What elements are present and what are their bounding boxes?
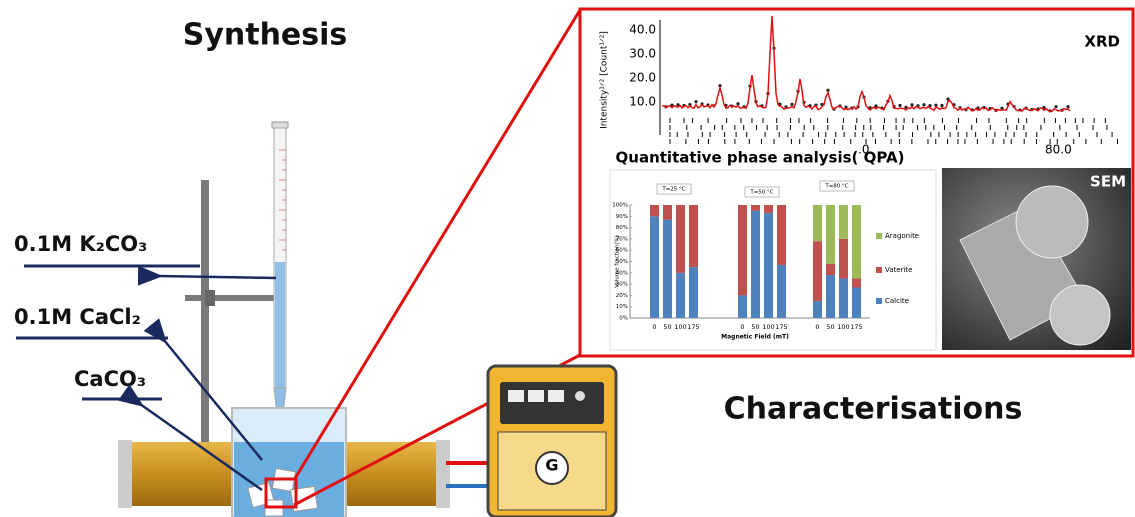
x-tick-label: 175	[850, 323, 862, 331]
xrd-point	[1054, 105, 1057, 108]
y-tick-label: 20%	[616, 293, 628, 299]
xrd-y-label: Intensity¹ᐟ² [Count¹ᐟ²]	[600, 31, 610, 129]
sem-label: SEM	[1090, 173, 1126, 191]
group-label: T=25 °C	[661, 187, 685, 193]
bar-segment	[852, 205, 861, 278]
bar-segment	[738, 205, 747, 295]
y-tick-label: 90%	[616, 214, 628, 220]
group-label: T=80 °C	[824, 184, 848, 190]
x-tick-label: 50	[751, 323, 759, 331]
y-tick-label: 80%	[616, 225, 628, 231]
bar-segment	[663, 220, 672, 318]
x-tick-label: 50	[663, 323, 671, 331]
coil-cap	[436, 440, 450, 508]
xrd-x-tick-label: 80.0	[1045, 143, 1072, 157]
coil-cap	[118, 440, 132, 508]
y-tick-label: 100%	[612, 203, 628, 209]
legend-label: Vaterite	[885, 266, 912, 274]
bar-segment	[650, 216, 659, 318]
xrd-point	[1066, 105, 1069, 108]
qpa-title: Quantitative phase analysis( QPA)	[616, 149, 905, 167]
xrd-point	[790, 103, 793, 106]
synthesis-title: Synthesis	[183, 18, 348, 53]
meter	[508, 390, 524, 402]
x-tick-label: 100	[762, 323, 774, 331]
bar-segment	[751, 211, 760, 318]
xrd-label: XRD	[1084, 33, 1120, 51]
y-tick-label: 10%	[616, 304, 628, 310]
x-tick-label: 100	[674, 323, 686, 331]
bar-segment	[826, 264, 835, 275]
bar-segment	[738, 295, 747, 318]
bar-segment	[813, 301, 822, 318]
bar-segment	[751, 205, 760, 211]
x-tick-label: 50	[826, 323, 834, 331]
stand-rod	[201, 180, 209, 455]
x-axis-label: Magnetic Field (mT)	[721, 334, 789, 341]
bar-segment	[813, 241, 822, 301]
legend-label: Aragonite	[885, 232, 919, 240]
bar-segment	[650, 205, 659, 216]
panel	[500, 382, 604, 424]
y-axis-label: Volume fraction(%)	[615, 235, 621, 288]
x-tick-label: 175	[775, 323, 787, 331]
x-tick-label: 0	[815, 323, 819, 331]
legend-swatch	[876, 267, 882, 273]
xrd-y-tick-label: 40.0	[629, 23, 656, 37]
reagent-label: CaCO₃	[74, 367, 146, 391]
bar-segment	[852, 287, 861, 318]
knob	[575, 391, 585, 401]
bar-segment	[676, 273, 685, 318]
bar-segment	[764, 205, 773, 213]
bar-segment	[777, 265, 786, 318]
xrd-y-tick-label: 20.0	[629, 71, 656, 85]
xrd-point	[922, 103, 925, 106]
xrd-y-tick-label: 30.0	[629, 47, 656, 61]
xrd-point	[940, 104, 943, 107]
bar-segment	[839, 205, 848, 239]
clamp-knob	[205, 290, 215, 306]
bar-segment	[689, 205, 698, 267]
xrd-point	[694, 100, 697, 103]
bar-segment	[813, 205, 822, 241]
bar-segment	[826, 275, 835, 318]
x-tick-label: 0	[652, 323, 656, 331]
diagram: Synthesis 0.1M K₂CO₃ 0.1M CaCl₂ CaCO₃	[0, 0, 1135, 517]
burette-top	[272, 122, 288, 128]
bar-segment	[689, 267, 698, 318]
characterisation-title: Characterisations	[724, 392, 1023, 427]
xrd-y-tick-label: 10.0	[629, 95, 656, 109]
bar-segment	[777, 205, 786, 265]
bar-segment	[852, 278, 861, 287]
bar-segment	[663, 205, 672, 220]
x-tick-label: 0	[740, 323, 744, 331]
meter	[528, 390, 544, 402]
meter	[548, 390, 564, 402]
legend-swatch	[876, 298, 882, 304]
bar-segment	[826, 205, 835, 264]
xrd-point	[898, 104, 901, 107]
legend-label: Calcite	[885, 297, 909, 305]
bar-segment	[839, 239, 848, 279]
y-tick-label: 0%	[619, 316, 628, 322]
reagent-label: 0.1M K₂CO₃	[14, 232, 147, 256]
arrow	[158, 276, 276, 278]
bar-segment	[839, 278, 848, 318]
legend-swatch	[876, 233, 882, 239]
bar-segment	[764, 213, 773, 318]
bar-segment	[676, 205, 685, 273]
reagent-label: 0.1M CaCl₂	[14, 305, 141, 329]
x-tick-label: 100	[837, 323, 849, 331]
clamp	[185, 295, 285, 301]
burette-liquid	[275, 262, 285, 388]
group-label: T=50 °C	[749, 190, 773, 196]
coil-left	[125, 442, 237, 506]
x-tick-label: 175	[687, 323, 699, 331]
power-label: G	[545, 456, 558, 475]
